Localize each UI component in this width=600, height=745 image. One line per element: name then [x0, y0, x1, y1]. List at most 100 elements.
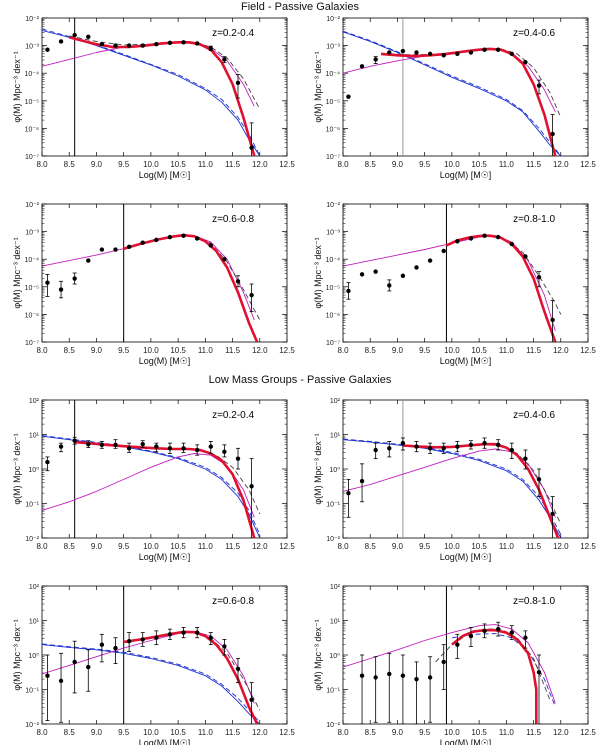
- x-tick-label: 12.0: [252, 542, 268, 551]
- x-tick-label: 9.0: [91, 346, 103, 355]
- x-tick-label: 9.0: [91, 160, 103, 169]
- data-point: [167, 234, 173, 240]
- chart-panel-2: 8.0 8.5 9.0 9.5 10.0 10.5 11.0 11.5 12.0 12.5 10⁻⁷…: [313, 16, 596, 180]
- data-point: [194, 236, 200, 241]
- plot-frame: [41, 17, 288, 157]
- y-tick-label: 10⁰: [329, 466, 340, 474]
- y-tick-label: 10⁻²: [326, 202, 340, 209]
- data-point: [113, 247, 118, 252]
- series-dashed: [74, 440, 261, 515]
- redshift-label: z=0.8-1.0: [513, 214, 555, 225]
- data-point: [235, 666, 241, 671]
- y-tick-label: 10⁻⁶: [326, 312, 340, 319]
- data-point: [86, 258, 91, 263]
- data-point: [468, 633, 474, 639]
- data-point: [58, 39, 64, 44]
- x-tick-label: 8.5: [64, 160, 76, 169]
- chart-panel-6: 8.0 8.5 9.0 9.5 10.0 10.5 11.0 11.5 12.0 12.5 10⁻²…: [313, 398, 596, 562]
- data-point: [359, 64, 365, 69]
- y-tick-label: 10²: [330, 398, 341, 405]
- x-tick-label: 8.0: [337, 346, 349, 355]
- plot-area: [343, 400, 562, 538]
- data-point: [194, 630, 200, 635]
- data-point: [222, 57, 227, 62]
- data-point: [414, 50, 419, 55]
- x-tick-label: 9.5: [419, 346, 431, 355]
- series-total: [380, 47, 557, 156]
- data-point: [86, 664, 91, 670]
- data-point: [495, 442, 501, 448]
- x-tick-label: 8.5: [64, 542, 76, 551]
- data-point: [400, 273, 406, 278]
- y-tick-label: 10⁻⁴: [326, 257, 341, 264]
- data-point: [154, 237, 159, 243]
- y-axis-label: φ(M) Mpc⁻³ dex⁻¹: [12, 51, 22, 122]
- x-tick-label: 11.5: [526, 160, 542, 169]
- data-point: [482, 628, 487, 634]
- series-total: [402, 442, 560, 538]
- data-point: [414, 676, 419, 682]
- series-magenta: [343, 235, 556, 332]
- x-tick-label: 12.0: [252, 346, 268, 355]
- data-point: [113, 43, 118, 48]
- y-tick-label: 10⁻²: [25, 722, 39, 729]
- x-tick-label: 9.0: [392, 542, 404, 551]
- data-point: [536, 83, 542, 88]
- data-point: [441, 53, 446, 58]
- data-point: [208, 46, 213, 51]
- series-total: [68, 36, 256, 156]
- x-tick-label: 8.5: [365, 542, 377, 551]
- x-tick-label: 12.0: [553, 728, 569, 737]
- x-tick-label: 12.5: [580, 160, 596, 169]
- plot-frame: [41, 203, 288, 343]
- data-point: [550, 511, 555, 517]
- x-tick-label: 8.5: [365, 160, 377, 169]
- data-point: [455, 642, 460, 647]
- x-tick-label: 8.5: [365, 346, 377, 355]
- data-point: [523, 59, 528, 65]
- y-tick-label: 10⁻⁴: [25, 71, 40, 78]
- data-point: [427, 51, 433, 57]
- x-tick-label: 12.5: [279, 346, 295, 355]
- data-point: [140, 240, 145, 245]
- x-tick-label: 12.5: [279, 160, 295, 169]
- plot-area: [42, 586, 261, 724]
- y-tick-label: 10⁻³: [25, 230, 39, 237]
- y-tick-label: 10⁻³: [326, 230, 340, 237]
- data-point: [523, 254, 528, 259]
- data-point: [249, 292, 254, 298]
- x-axis-label: Log(M) [M☉]: [440, 170, 492, 180]
- x-tick-label: 10.0: [444, 160, 460, 169]
- data-point: [72, 659, 77, 665]
- x-tick-label: 9.5: [419, 728, 431, 737]
- chart-panel-3: 8.0 8.5 9.0 9.5 10.0 10.5 11.0 11.5 12.0 12.5 10⁻⁷…: [12, 202, 295, 366]
- data-point: [455, 444, 460, 449]
- data-point: [495, 626, 501, 632]
- data-point: [58, 287, 64, 292]
- series-magenta: [42, 631, 255, 704]
- y-tick-label: 10⁻⁷: [326, 340, 340, 347]
- data-point: [45, 459, 50, 465]
- x-tick-label: 9.5: [118, 346, 130, 355]
- data-point: [441, 446, 446, 451]
- y-tick-label: 10⁻⁴: [326, 71, 341, 78]
- x-tick-label: 10.0: [143, 728, 159, 737]
- redshift-label: z=0.8-1.0: [513, 596, 555, 607]
- x-tick-label: 12.5: [580, 346, 596, 355]
- data-point: [235, 80, 241, 86]
- data-point: [400, 440, 406, 446]
- series-blue-dashed: [343, 30, 562, 156]
- x-tick-label: 12.5: [279, 728, 295, 737]
- data-point: [222, 257, 227, 262]
- y-tick-label: 10⁻⁴: [25, 257, 40, 264]
- plot-area: [42, 18, 261, 156]
- plot-area: [343, 586, 556, 724]
- data-point: [373, 675, 378, 680]
- y-tick-label: 10²: [330, 584, 341, 591]
- x-tick-label: 11.0: [198, 346, 214, 355]
- data-point: [509, 241, 514, 247]
- data-point: [414, 265, 419, 270]
- x-tick-label: 9.5: [419, 542, 431, 551]
- data-point: [194, 447, 200, 453]
- data-point: [523, 635, 528, 640]
